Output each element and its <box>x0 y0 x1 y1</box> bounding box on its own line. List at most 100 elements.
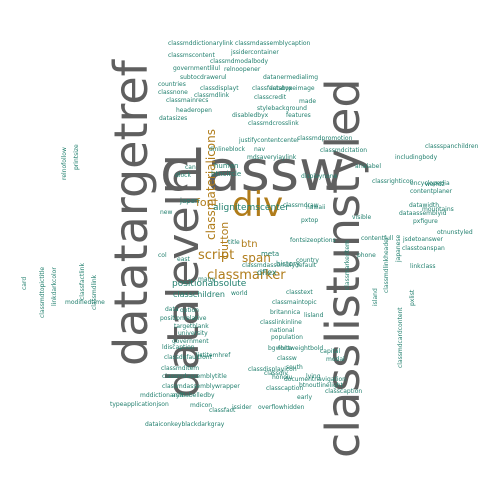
cloud-word: dinlineblock <box>209 146 246 153</box>
cloud-word: datatypeimage <box>269 85 315 92</box>
cloud-word: printsize <box>73 144 80 170</box>
cloud-word: classmdpromotion <box>297 135 353 142</box>
cloud-word: headeropen <box>176 107 212 114</box>
cloud-word: mdsaveryiaylink <box>247 154 297 161</box>
cloud-word: btnoutlinelight <box>299 382 343 389</box>
cloud-word: many <box>198 276 215 283</box>
cloud-word: classmscontent <box>168 52 215 59</box>
cloud-word: font <box>196 196 218 209</box>
cloud-word: classtoanspan <box>402 245 445 252</box>
cloud-word: classdiv <box>264 370 288 377</box>
cloud-word: world <box>231 290 248 297</box>
cloud-word: population <box>271 334 303 341</box>
cloud-word: classmdcrosslink <box>248 120 299 127</box>
cloud-word: hawaii <box>306 204 326 211</box>
cloud-word: linkdarkcolor <box>51 267 58 306</box>
cloud-word: targetblank <box>174 323 209 330</box>
cloud-word: linkclass <box>410 263 436 270</box>
cloud-word: positionrelative <box>160 315 207 322</box>
cloud-word: classmarkeritem <box>344 240 351 290</box>
cloud-word: mddictionaryft <box>140 392 184 399</box>
cloud-word: capital <box>320 348 341 355</box>
cloud-word: classmdcitation <box>320 147 368 154</box>
cloud-word: classmdlink <box>194 92 230 99</box>
cloud-word: jssidercontainer <box>231 49 279 56</box>
cloud-word: island <box>372 288 379 306</box>
cloud-word: relnofollow <box>61 147 68 180</box>
cloud-word: classdefaultfont <box>164 354 212 361</box>
cloud-word: fontweightbold <box>278 345 324 352</box>
cloud-word: classcaption <box>266 385 304 392</box>
cloud-word: positionabsolute <box>172 279 247 289</box>
cloud-word: classfactlink <box>79 263 86 300</box>
cloud-word: country <box>296 257 319 264</box>
cloud-word: disabledbyx <box>232 112 269 119</box>
cloud-word: classmdmodalbody <box>210 58 269 65</box>
cloud-word: arialabelledby <box>172 392 215 399</box>
cloud-word: datanermedialimg <box>263 74 319 81</box>
cloud-word: britannica <box>270 309 301 316</box>
cloud-word: classcredit <box>254 94 287 101</box>
cloud-word: datawidth <box>409 202 440 209</box>
cloud-word: classtext <box>286 289 313 296</box>
cloud-word: history <box>276 260 301 268</box>
cloud-word: overflowhidden <box>258 404 305 411</box>
cloud-word: includingbody <box>395 154 438 161</box>
cloud-word: dataiconkeyblackdarkgray <box>145 421 225 428</box>
cloud-word: span <box>242 251 271 265</box>
cloud-word: classfact <box>209 407 236 414</box>
cloud-word: japan <box>180 197 200 205</box>
cloud-word: classmdassemblywrapper <box>162 383 240 390</box>
cloud-word: classcaption <box>325 388 363 395</box>
cloud-word: pxfigure <box>413 218 438 225</box>
cloud-word: documentnavigation <box>284 376 346 383</box>
cloud-word: government <box>172 338 209 345</box>
cloud-word: classnone <box>158 89 188 96</box>
cloud-word: classmdassemblydefault <box>242 262 317 269</box>
cloud-word: div <box>232 185 284 225</box>
cloud-word: worldz <box>425 181 445 188</box>
cloud-word: human <box>214 162 239 170</box>
cloud-word: script <box>198 248 235 263</box>
cloud-word: btncircle <box>211 170 242 178</box>
cloud-word: meta <box>261 250 280 258</box>
cloud-word: mountains <box>422 206 454 213</box>
cloud-word: classmdtopictitle <box>39 266 46 318</box>
cloud-word: displaynone <box>301 173 338 180</box>
cloud-word: otnunstyled <box>437 229 473 236</box>
cloud-word: university <box>178 330 208 337</box>
cloud-word: classrighticon <box>372 178 414 185</box>
cloud-word: dataassemblyid <box>399 210 447 217</box>
cloud-word: south <box>286 364 303 371</box>
cloud-word: visible <box>352 214 372 221</box>
cloud-word: national <box>270 327 295 334</box>
cloud-word: classmdassemblytitle <box>162 373 227 380</box>
cloud-word: governmentlilul <box>173 65 221 72</box>
cloud-word: dlock <box>175 172 191 179</box>
cloud-word: col <box>158 252 167 259</box>
cloud-word: classdisplayt <box>200 85 239 92</box>
cloud-word: justifycontentcenter <box>239 137 300 144</box>
cloud-word: can <box>185 164 196 171</box>
cloud-word: honolu <box>272 374 293 381</box>
cloud-word: classmditem <box>161 365 200 372</box>
cloud-word: countries <box>158 81 186 88</box>
cloud-word: made <box>299 98 317 105</box>
cloud-word: encyclopedia <box>410 180 450 187</box>
cloud-word: classlinkinline <box>260 319 302 326</box>
cloud-word: title <box>228 239 240 246</box>
cloud-word: early <box>297 394 313 401</box>
cloud-word: phone <box>357 252 376 259</box>
cloud-word: bgwhite <box>268 345 293 352</box>
cloud-word: classfactsbox <box>252 85 293 92</box>
cloud-word: classmaintopic <box>272 299 317 306</box>
cloud-word: stylebackground <box>257 105 307 112</box>
cloud-word: jssider <box>232 404 252 411</box>
cloud-word: ldiscaption <box>162 344 195 351</box>
cloud-word: classw <box>277 355 297 362</box>
cloud-word: arialabel <box>355 163 381 170</box>
cloud-word: datatargetref <box>104 60 158 366</box>
cloud-word: lying <box>306 373 321 380</box>
cloud-word: card <box>21 276 28 290</box>
